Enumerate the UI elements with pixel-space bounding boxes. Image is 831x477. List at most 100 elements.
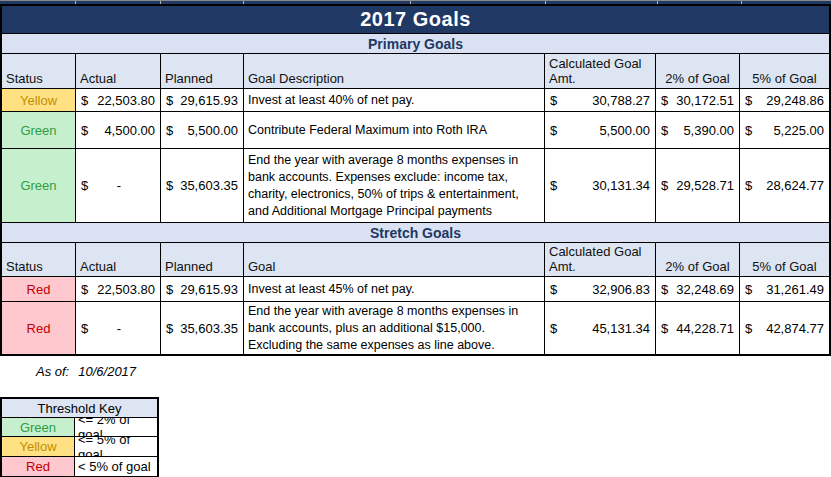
col-header-calculated-goal: Calculated Goal Amt.	[545, 243, 655, 276]
actual-cell[interactable]: $ -	[76, 149, 160, 222]
calculated-goal-cell[interactable]: $ 45,131.34	[545, 302, 655, 354]
pct2-cell[interactable]: $ 29,528.71	[656, 149, 739, 222]
currency-symbol: $	[166, 321, 173, 336]
currency-symbol: $	[745, 178, 752, 193]
currency-symbol: $	[166, 178, 173, 193]
currency-symbol: $	[550, 178, 557, 193]
currency-symbol: $	[550, 123, 557, 138]
pct2-cell[interactable]: $ 30,172.51	[656, 89, 739, 111]
calculated-goal-cell[interactable]: $ 5,500.00	[545, 112, 655, 148]
col-header-status: Status	[2, 54, 75, 88]
col-header-2pct: 2% of Goal	[656, 54, 739, 88]
calculated-goal-cell[interactable]: $ 32,906.83	[545, 277, 655, 301]
actual-cell[interactable]: $ 22,503.80	[76, 89, 160, 111]
threshold-desc-cell[interactable]: < 5% of goal	[75, 457, 157, 476]
planned-cell[interactable]: $ 29,615.93	[161, 89, 243, 111]
currency-symbol: $	[81, 93, 88, 108]
threshold-label-cell[interactable]: Yellow	[2, 437, 74, 456]
currency-symbol: $	[81, 123, 88, 138]
planned-cell[interactable]: $ 35,603.35	[161, 302, 243, 354]
amount-value: 44,228.71	[676, 321, 734, 336]
goal-description-cell[interactable]: Invest at least 40% of net pay.	[244, 89, 544, 111]
status-cell[interactable]: Red	[2, 277, 75, 301]
goal-description-cell[interactable]: Invest at least 45% of net pay.	[244, 277, 544, 301]
currency-symbol: $	[745, 282, 752, 297]
planned-cell[interactable]: $ 29,615.93	[161, 277, 243, 301]
calculated-goal-cell[interactable]: $ 30,131.34	[545, 149, 655, 222]
gridline-tick	[243, 1, 244, 4]
status-cell[interactable]: Yellow	[2, 89, 75, 111]
currency-symbol: $	[661, 321, 668, 336]
planned-cell[interactable]: $ 35,603.35	[161, 149, 243, 222]
stretch-goals-section-header: Stretch Goals	[2, 223, 829, 242]
col-header-calculated-goal: Calculated Goal Amt.	[545, 54, 655, 88]
threshold-desc-cell[interactable]: <= 5% of goal	[75, 437, 157, 456]
currency-symbol: $	[661, 178, 668, 193]
goal-description-cell[interactable]: Contribute Federal Maximum into Roth IRA	[244, 112, 544, 148]
goal-description-cell[interactable]: End the year with average 8 months expen…	[244, 149, 544, 222]
amount-value: 22,503.80	[97, 282, 155, 297]
amount-value: 35,603.35	[180, 178, 238, 193]
col-header-5pct: 5% of Goal	[740, 243, 829, 276]
currency-symbol: $	[166, 282, 173, 297]
currency-symbol: $	[661, 282, 668, 297]
status-cell[interactable]: Red	[2, 302, 75, 354]
currency-symbol: $	[550, 321, 557, 336]
amount-value: 5,500.00	[187, 123, 238, 138]
column-gridline-strip	[0, 0, 831, 4]
primary-goals-section-header: Primary Goals	[2, 34, 829, 53]
pct2-cell[interactable]: $ 32,248.69	[656, 277, 739, 301]
threshold-label-cell[interactable]: Red	[2, 457, 74, 476]
currency-symbol: $	[661, 123, 668, 138]
gridline-tick	[75, 1, 76, 4]
goals-table: 2017 Goals Primary Goals Status Actual P…	[0, 4, 831, 356]
pct5-cell[interactable]: $ 31,261.49	[740, 277, 829, 301]
gridline-tick	[657, 1, 658, 4]
currency-symbol: $	[166, 93, 173, 108]
pct5-cell[interactable]: $ 28,624.77	[740, 149, 829, 222]
currency-symbol: $	[745, 321, 752, 336]
planned-cell[interactable]: $ 5,500.00	[161, 112, 243, 148]
as-of-line: As of:10/6/2017	[36, 364, 831, 380]
currency-symbol: $	[661, 93, 668, 108]
col-header-goal-description: Goal Description	[244, 54, 544, 88]
currency-symbol: $	[81, 282, 88, 297]
amount-value: 5,225.00	[773, 123, 824, 138]
currency-symbol: $	[745, 123, 752, 138]
amount-value: 28,624.77	[766, 178, 824, 193]
amount-value: 30,172.51	[676, 93, 734, 108]
goal-description-cell[interactable]: End the year with average 8 months expen…	[244, 302, 544, 354]
pct2-cell[interactable]: $ 5,390.00	[656, 112, 739, 148]
currency-symbol: $	[550, 282, 557, 297]
pct5-cell[interactable]: $ 29,248.86	[740, 89, 829, 111]
col-header-status: Status	[2, 243, 75, 276]
threshold-desc-cell[interactable]: <= 2% of goal	[75, 418, 157, 436]
amount-value: 30,131.34	[592, 178, 650, 193]
status-cell[interactable]: Green	[2, 112, 75, 148]
gridline-tick	[741, 1, 742, 4]
actual-cell[interactable]: $ -	[76, 302, 160, 354]
status-cell[interactable]: Green	[2, 149, 75, 222]
amount-value: 29,248.86	[766, 93, 824, 108]
col-header-5pct: 5% of Goal	[740, 54, 829, 88]
currency-symbol: $	[550, 93, 557, 108]
pct5-cell[interactable]: $ 5,225.00	[740, 112, 829, 148]
page-title: 2017 Goals	[2, 6, 829, 33]
amount-value: 5,390.00	[683, 123, 734, 138]
amount-value: 31,261.49	[766, 282, 824, 297]
actual-cell[interactable]: $ 22,503.80	[76, 277, 160, 301]
pct2-cell[interactable]: $ 44,228.71	[656, 302, 739, 354]
amount-value: 4,500.00	[104, 123, 155, 138]
actual-cell[interactable]: $ 4,500.00	[76, 112, 160, 148]
currency-symbol: $	[81, 321, 88, 336]
col-header-goal: Goal	[244, 243, 544, 276]
gridline-tick	[545, 1, 546, 4]
calculated-goal-cell[interactable]: $ 30,788.27	[545, 89, 655, 111]
threshold-key-table: Threshold Key Green <= 2% of goal Yellow…	[0, 397, 159, 477]
amount-value: 29,528.71	[676, 178, 734, 193]
pct5-cell[interactable]: $ 42,874.77	[740, 302, 829, 354]
threshold-label-cell[interactable]: Green	[2, 418, 74, 436]
amount-value: -	[117, 178, 121, 193]
amount-value: 5,500.00	[599, 123, 650, 138]
amount-value: 35,603.35	[180, 321, 238, 336]
